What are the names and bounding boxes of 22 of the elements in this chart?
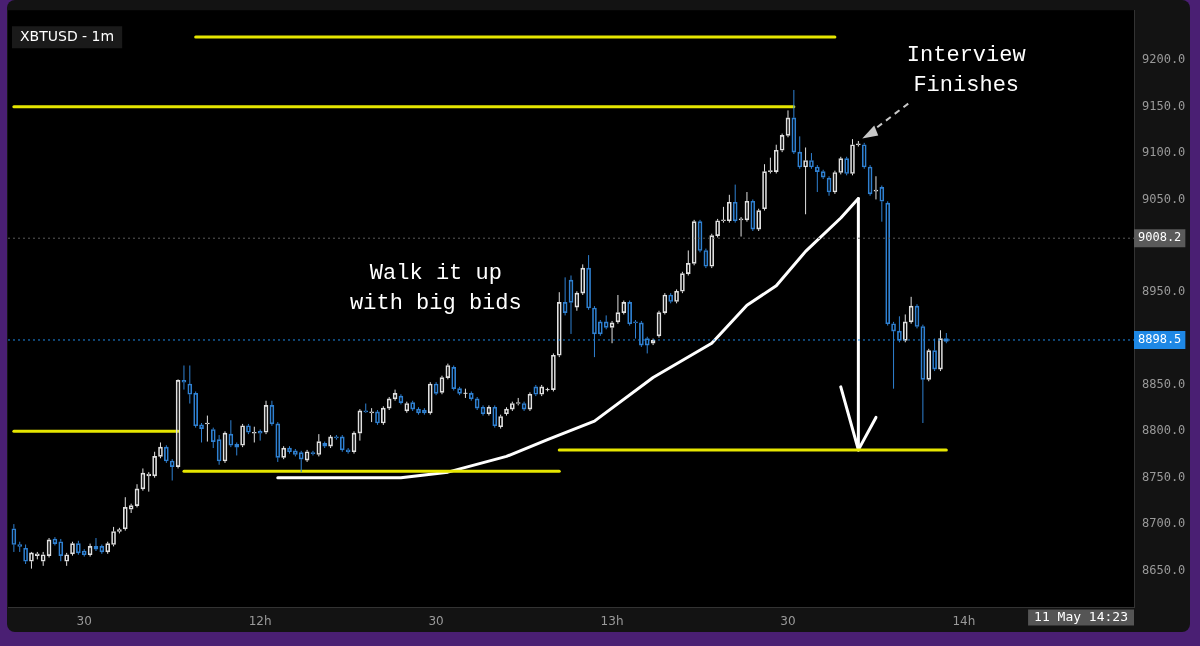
text: 11 May 14:23 [1034,608,1128,624]
annotation: Interview Finishes [906,43,1026,99]
x-tick-label: 14h [952,613,976,628]
y-tick-label: 9100.0 [1142,145,1186,160]
y-tick-label: 8850.0 [1142,377,1186,392]
y-tick-label: 8750.0 [1142,469,1186,484]
x-tick-label: 30 [76,613,92,628]
y-tick-label: 8800.0 [1142,423,1186,438]
x-tick-label: 12h [248,613,272,628]
y-tick-label: 9050.0 [1142,191,1186,206]
x-tick-label: 30 [428,613,444,628]
y-tick-label: 8950.0 [1142,284,1186,299]
y-tick-label: 8700.0 [1142,516,1186,531]
x-tick-label: 13h [600,613,624,628]
annotation: Walk it up with big bids [350,260,522,316]
ref-line-label: 8898.5 [1138,332,1182,347]
y-tick-label: 9150.0 [1142,98,1186,113]
y-tick-label: 9200.0 [1142,52,1186,67]
text: XBTUSD - 1m [20,27,115,44]
x-tick-label: 30 [780,613,796,628]
y-tick-label: 8650.0 [1142,562,1186,577]
ref-line-label: 9008.2 [1138,230,1182,245]
